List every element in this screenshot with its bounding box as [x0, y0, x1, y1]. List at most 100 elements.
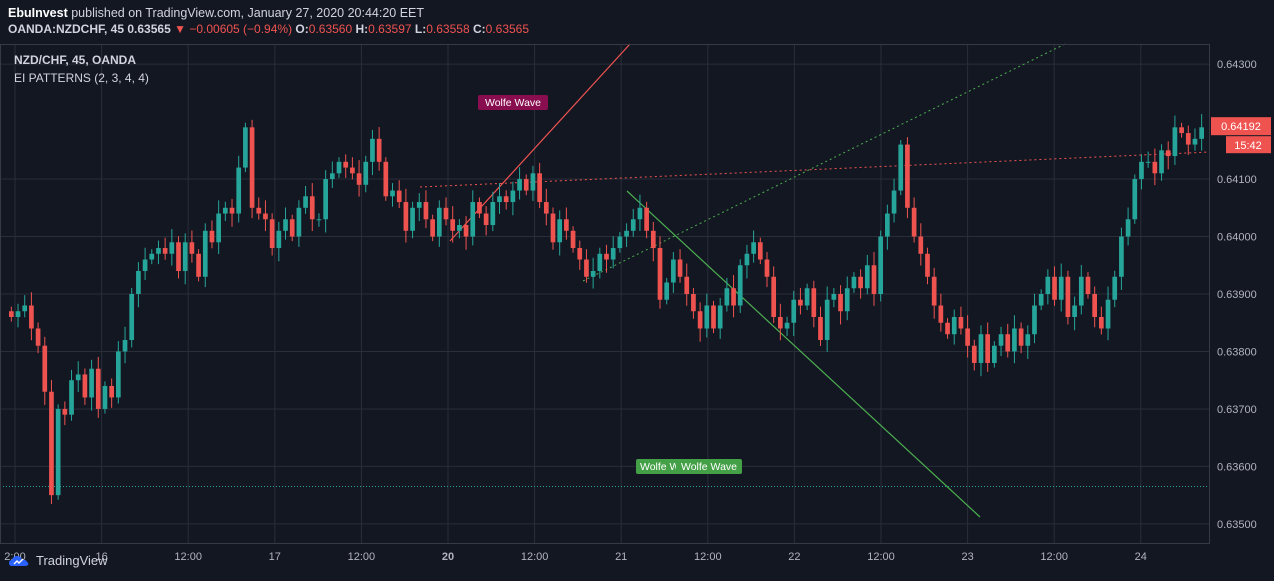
price-axis: 0.64300 0.64100 0.64000 0.63900 0.63800 0.637… [1211, 59, 1271, 531]
candle-body [1119, 236, 1124, 277]
candle [764, 252, 770, 288]
wolfe-target-red [419, 151, 1211, 188]
chart-frame [0, 44, 1210, 544]
candle [844, 276, 850, 321]
candle-body [811, 288, 817, 317]
chart-grid [0, 44, 1210, 544]
candle-body [1052, 276, 1057, 300]
candle-body [764, 259, 770, 277]
candle-body [256, 207, 262, 214]
candle-body [564, 219, 569, 231]
candle-body [597, 253, 603, 272]
candle-body [490, 202, 496, 226]
candle [510, 181, 516, 216]
x-tick-label: 12:00 [521, 551, 549, 563]
legend-indicator[interactable]: EI PATTERNS (2, 3, 4, 4) [14, 71, 149, 85]
candle [376, 127, 382, 171]
candle [276, 221, 282, 262]
candle-body [590, 271, 596, 277]
candle-body [664, 282, 670, 300]
tradingview-logo[interactable]: TradingView [8, 553, 108, 568]
candle-body [864, 265, 870, 289]
candle [724, 277, 730, 312]
candle-body [55, 408, 61, 496]
candle-body [136, 271, 141, 294]
candle-body [724, 288, 730, 306]
candle-body [249, 127, 255, 208]
close-value: 0.63565 [485, 22, 530, 36]
candle [1199, 114, 1204, 151]
candle [503, 190, 509, 210]
candle-body [410, 207, 415, 231]
candle-body [189, 242, 195, 254]
candle-body [557, 219, 563, 243]
candle-body [818, 316, 823, 340]
candle-body [222, 207, 228, 214]
candle-body [791, 299, 797, 323]
candle [1105, 286, 1111, 341]
candle [102, 381, 108, 414]
candle-body [1132, 179, 1138, 220]
candle-body [918, 236, 924, 254]
candle [891, 178, 897, 223]
legend-symbol[interactable]: NZD/CHF, 45, OANDA [14, 53, 137, 67]
candle-body [416, 202, 422, 208]
candle [744, 244, 750, 279]
candle [1025, 325, 1031, 359]
candle [1145, 151, 1151, 168]
candle [497, 183, 502, 214]
candle [189, 230, 195, 263]
candle-body [75, 374, 81, 381]
candle [791, 290, 797, 336]
current-price-tag: 0.64192 [1211, 117, 1271, 136]
candle-body [717, 305, 723, 329]
candle [851, 272, 857, 293]
candle [1072, 296, 1077, 331]
candle-body [885, 213, 890, 237]
candle [684, 263, 690, 306]
time-axis: 2:001612:001712:002012:002112:002212:002… [4, 551, 1147, 563]
y-tick-label: 0.63600 [1217, 461, 1257, 473]
candle-body [149, 253, 155, 260]
candle [243, 122, 248, 173]
candle-body [350, 167, 355, 174]
candle [42, 336, 48, 405]
candle-body [1192, 138, 1198, 145]
open-label: O: [295, 22, 309, 36]
candle-body [711, 305, 716, 329]
low-value: 0.63558 [426, 22, 470, 36]
tradingview-brand: TradingView [36, 553, 108, 568]
candle-body [778, 316, 783, 329]
candle-body [1092, 294, 1098, 317]
candle-body [671, 259, 676, 283]
candle-body [383, 161, 389, 197]
candle-body [82, 374, 88, 398]
candle [824, 286, 830, 352]
candle [269, 213, 275, 256]
candle-body [630, 219, 636, 231]
candle [396, 180, 402, 209]
candle-body [209, 230, 215, 243]
candle [537, 162, 542, 209]
candle-body [1045, 276, 1051, 294]
high-label: H: [355, 22, 369, 36]
candle [236, 155, 242, 223]
candle [196, 249, 201, 282]
candles [9, 114, 1204, 505]
candle-body [951, 316, 957, 335]
candle-body [1165, 150, 1171, 157]
candle-body [1078, 276, 1084, 306]
candle-body [430, 219, 435, 237]
candle [350, 157, 355, 180]
candle [49, 379, 54, 505]
x-tick-label: 17 [269, 551, 281, 563]
candle [336, 157, 342, 178]
candle-body [838, 294, 843, 312]
x-tick-label: 16 [95, 551, 107, 563]
candle-body [771, 276, 777, 317]
candle-body [1172, 127, 1178, 157]
author-name[interactable]: EbuInvest [8, 6, 68, 20]
candle [403, 188, 409, 243]
candle [604, 244, 609, 273]
